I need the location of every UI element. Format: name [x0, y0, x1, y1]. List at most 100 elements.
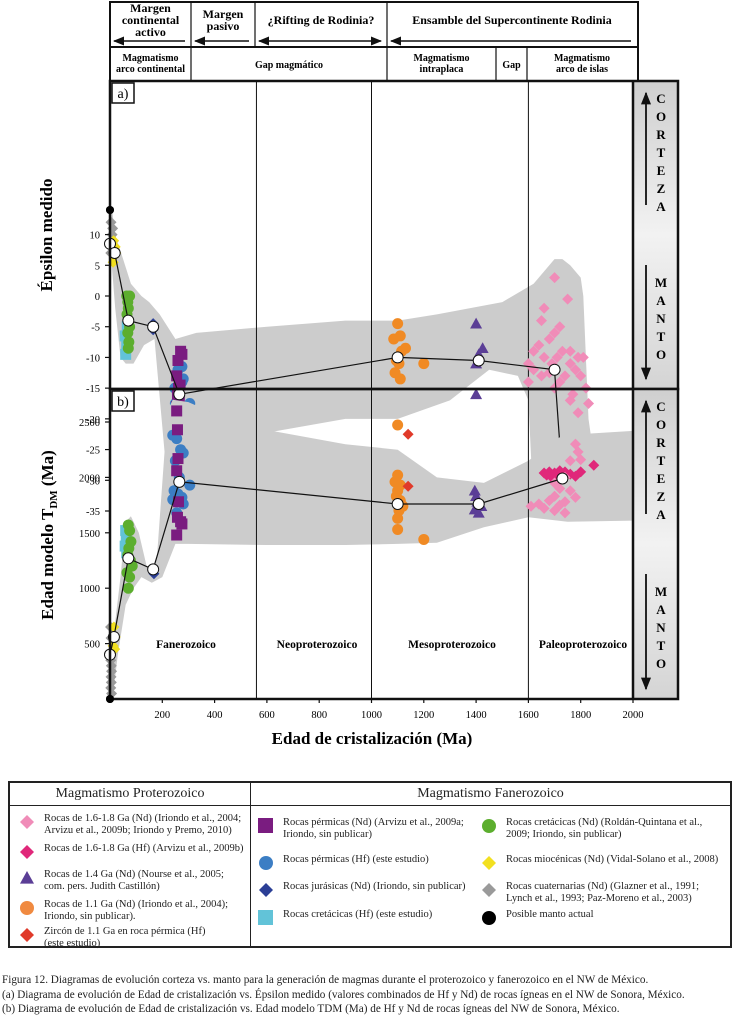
side-letter: Z: [657, 181, 666, 196]
data-point: [564, 485, 576, 497]
diamond-marker-icon: [482, 856, 496, 870]
data-point: [564, 358, 576, 370]
y-tick-label: -30: [86, 476, 100, 487]
data-point: [392, 318, 404, 330]
side-letter: O: [656, 417, 666, 432]
data-point: [583, 398, 595, 409]
x-tick-label: 600: [259, 710, 275, 721]
diamond-marker-icon: [20, 815, 34, 829]
x-tick-label: 1600: [518, 710, 539, 721]
data-point: [528, 345, 540, 357]
data-point: [538, 351, 550, 363]
data-point: [174, 379, 186, 391]
data-point: [389, 367, 401, 379]
header-sublabel-magmatismo-arco-continental: arco continental: [116, 64, 185, 75]
data-point: [120, 348, 132, 360]
legend-item-text: Rocas de 1.6-1.8 Ga (Nd) (Iriondo et al.…: [44, 813, 241, 837]
side-letter: A: [656, 507, 666, 522]
data-point: [538, 302, 550, 314]
data-point: [564, 345, 576, 357]
data-point: [522, 376, 534, 388]
legend-text-line: (este estudio): [44, 938, 101, 949]
y-tick-label: 1500: [79, 529, 100, 540]
data-point: [569, 364, 581, 376]
legend-symbol: [259, 856, 273, 870]
side-letter: T: [657, 329, 666, 344]
x-tick-label: 200: [154, 710, 170, 721]
legend-item-text: Rocas de 1.6-1.8 Ga (Hf) (Arvizu et al.,…: [44, 843, 243, 855]
data-point: [575, 454, 587, 466]
side-letter: E: [657, 163, 666, 178]
legend-text-line: Rocas jurásicas (Nd) (Iriondo, sin publi…: [283, 881, 466, 892]
data-point: [533, 339, 545, 351]
side-letter: T: [657, 145, 666, 160]
y-tick-label: 5: [95, 261, 100, 272]
y-tick-label: 2000: [79, 473, 100, 484]
legend-item-text: Zircón de 1.1 Ga en roca pérmica (Hf) (es…: [44, 926, 206, 950]
header-sublabel-magmatismo-arco-continental: Magmatismo: [122, 53, 178, 64]
diamond-marker-icon: [259, 883, 273, 897]
x-tick-label: 2000: [623, 710, 644, 721]
svg-text:Edad modelo TDM (Ma): Edad modelo TDM (Ma): [38, 450, 60, 620]
mean-point: [122, 314, 135, 327]
legend: Magmatismo Proterozoico Rocas de 1.6-1.8…: [8, 781, 732, 950]
y-tick-label: -10: [86, 353, 100, 364]
side-letter: A: [656, 602, 666, 617]
panel-label-box: [111, 390, 135, 412]
legend-text-line: Rocas cuaternarias (Nd) (Glazner et al.,…: [506, 881, 699, 892]
x-tick-label: 1200: [413, 710, 434, 721]
mean-trend-line: [109, 477, 563, 655]
header-sublabel-magmatismo-arco-de-islas: Magmatismo: [554, 53, 610, 64]
legend-text-line: Iriondo, sin publicar).: [44, 911, 136, 922]
side-letter: R: [656, 435, 666, 450]
mean-point: [556, 472, 569, 485]
data-point: [569, 470, 581, 482]
series-zircon-de-1-1-ga-en-roca-permica-hf: [402, 428, 414, 440]
y-axis-label-a: Épsilon medido: [37, 179, 56, 292]
data-point: [549, 327, 561, 339]
header-label-margen-continental-activo: activo: [135, 25, 166, 39]
legend-text-line: Posible manto actual: [506, 909, 594, 920]
caption-line-1: Figura 12. Diagramas de evolución cortez…: [2, 974, 649, 986]
legend-symbol: [20, 928, 34, 942]
x-axis-ticks: 200 400 600 800 1000 1200 1400 1600 1800 2000: [154, 699, 644, 721]
mean-point: [472, 497, 485, 510]
header-label-margen-pasivo: Margen: [203, 7, 244, 21]
data-point: [559, 496, 571, 508]
data-point: [172, 355, 184, 366]
series-zircon-de-1-1-ga-en-roca-permica-hf: [402, 480, 414, 492]
data-point: [173, 394, 185, 406]
y-tick-label: 2500: [79, 418, 100, 429]
data-point: [554, 482, 566, 494]
y-axis-label-b: Edad modelo TDM (Ma): [38, 450, 60, 620]
x-tick-label: 1000: [361, 710, 382, 721]
mean-point: [122, 552, 135, 565]
data-point: [120, 532, 132, 544]
data-point: [402, 428, 414, 440]
circle-marker-icon: [20, 901, 34, 915]
legend-item-text: Rocas de 1.1 Ga (Nd) (Iriondo et al., 20…: [44, 899, 228, 923]
side-letter: E: [657, 471, 666, 486]
data-point: [124, 525, 136, 537]
diamond-marker-icon: [482, 883, 496, 897]
legend-text-line: Rocas de 1.6-1.8 Ga (Hf) (Arvizu et al.,…: [44, 843, 244, 854]
data-point: [172, 453, 184, 465]
data-point: [525, 500, 537, 512]
legend-symbol: [258, 818, 273, 833]
side-letter: O: [656, 109, 666, 124]
side-letter: O: [656, 347, 666, 362]
side-letter: M: [655, 584, 667, 599]
data-point: [470, 317, 483, 329]
legend-text-line: Rocas pérmicas (Nd) (Arvizu et al., 2009…: [283, 817, 464, 828]
legend-text-line: Rocas cretácicas (Hf) (este estudio): [283, 909, 433, 920]
side-letter: A: [656, 293, 666, 308]
data-point: [392, 419, 404, 431]
circle-marker-icon: [259, 856, 273, 870]
legend-text-line: Rocas de 1.6-1.8 Ga (Nd) (Iriondo et al.…: [44, 813, 242, 824]
mean-point: [147, 320, 160, 333]
data-point: [171, 370, 183, 382]
